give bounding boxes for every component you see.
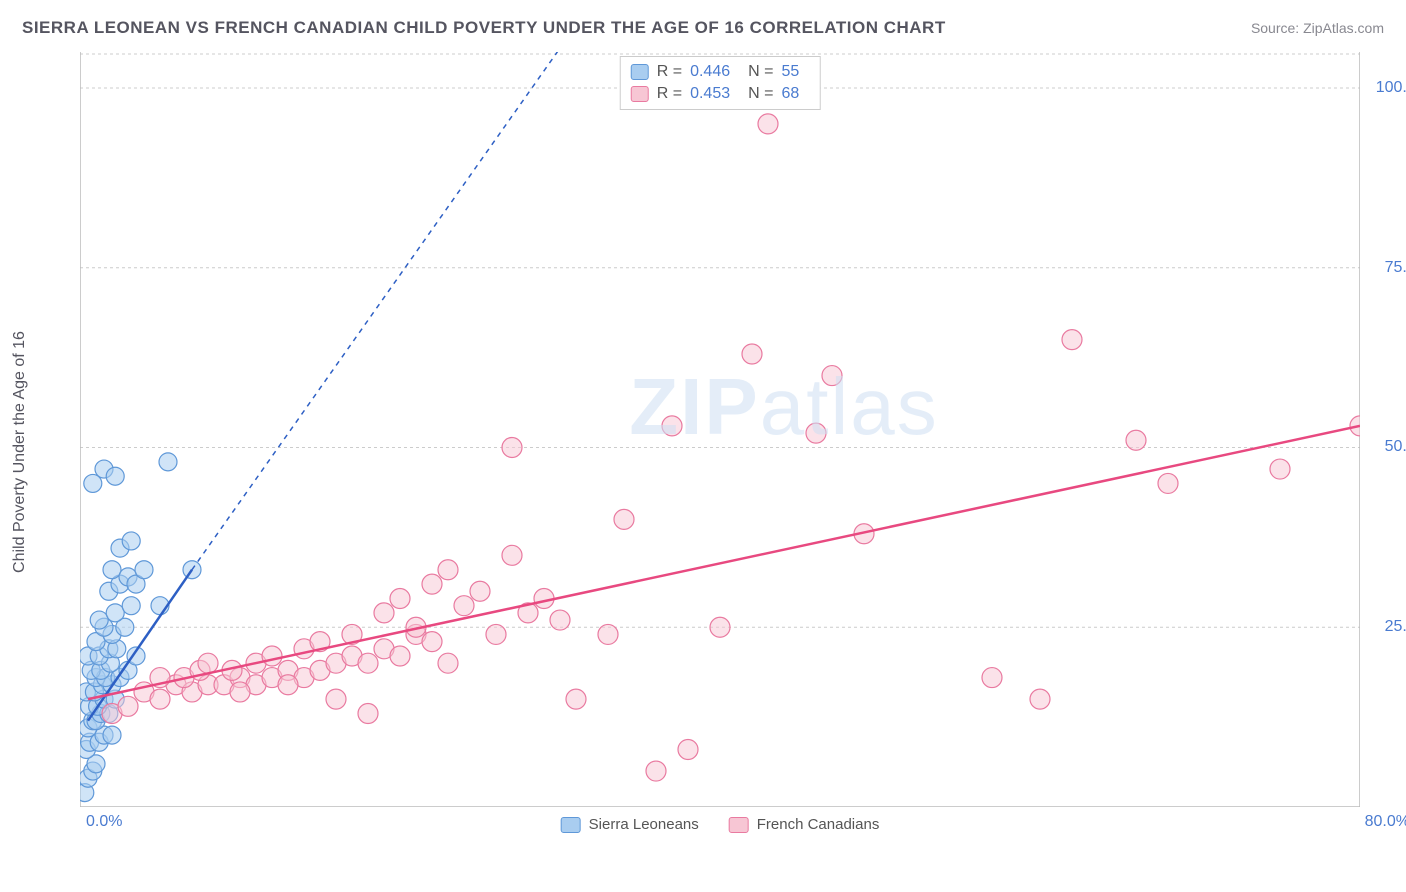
legend: Sierra Leoneans French Canadians — [561, 816, 880, 833]
chart-title: SIERRA LEONEAN VS FRENCH CANADIAN CHILD … — [22, 18, 946, 38]
scatter-svg — [80, 52, 1360, 807]
chart-header: SIERRA LEONEAN VS FRENCH CANADIAN CHILD … — [22, 18, 1384, 38]
y-tick-label: 50.0% — [1385, 438, 1406, 456]
y-tick-label: 75.0% — [1385, 259, 1406, 277]
stats-row-sierra: R = 0.446 N = 55 — [631, 61, 810, 83]
y-tick-label: 25.0% — [1385, 618, 1406, 636]
swatch-icon — [631, 86, 649, 102]
x-tick-max: 80.0% — [1365, 813, 1406, 831]
plot-region: ZIPatlas R = 0.446 N = 55 R = 0.453 N = … — [80, 52, 1360, 807]
chart-area: Child Poverty Under the Age of 16 ZIPatl… — [50, 52, 1385, 852]
swatch-icon — [561, 817, 581, 833]
y-axis-label: Child Poverty Under the Age of 16 — [11, 331, 29, 573]
legend-item-sierra: Sierra Leoneans — [561, 816, 699, 833]
swatch-icon — [729, 817, 749, 833]
legend-item-french: French Canadians — [729, 816, 880, 833]
legend-label: Sierra Leoneans — [589, 816, 699, 833]
y-tick-label: 100.0% — [1376, 79, 1406, 97]
stats-row-french: R = 0.453 N = 68 — [631, 83, 810, 105]
swatch-icon — [631, 64, 649, 80]
legend-label: French Canadians — [757, 816, 880, 833]
chart-source: Source: ZipAtlas.com — [1251, 20, 1384, 36]
x-tick-origin: 0.0% — [86, 813, 122, 831]
stats-legend: R = 0.446 N = 55 R = 0.453 N = 68 — [620, 56, 821, 110]
